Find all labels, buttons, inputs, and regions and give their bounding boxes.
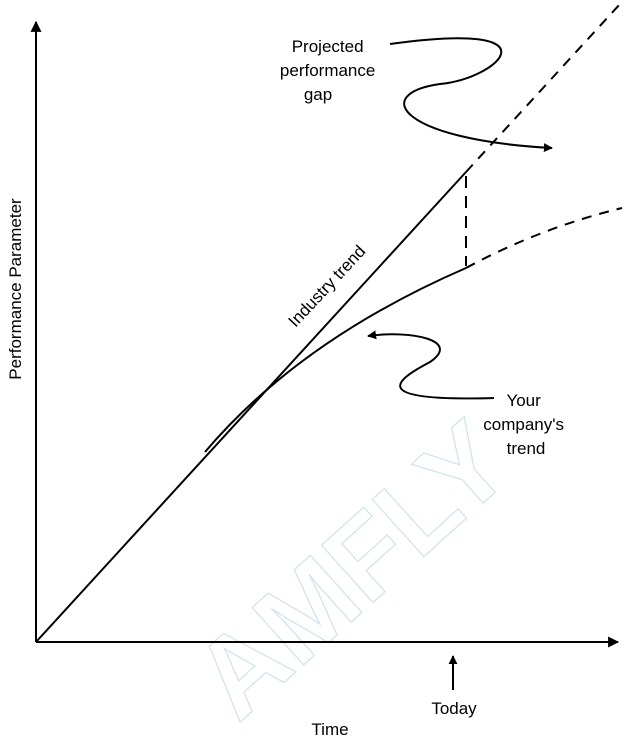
gap-annotation-line: Projected — [292, 37, 364, 56]
industry-trend-projection — [465, 3, 621, 173]
company-annotation-line: trend — [507, 439, 546, 458]
company-annotation-line: Your — [506, 391, 541, 410]
industry-trend-label: Industry trend — [285, 242, 370, 331]
company-annotation: Your company's trend — [483, 391, 568, 458]
x-axis-label: Time — [311, 720, 348, 739]
watermark: AMFLY — [170, 398, 533, 741]
company-pointer-arrow — [367, 330, 495, 400]
today-label: Today — [431, 699, 477, 718]
company-annotation-line: company's — [483, 415, 564, 434]
gap-pointer-arrow — [389, 37, 553, 153]
gap-annotation-line: gap — [304, 85, 332, 104]
industry-trend-line — [35, 171, 467, 643]
y-axis-label: Performance Parameter — [6, 198, 25, 380]
gap-annotation-line: performance — [280, 61, 375, 80]
company-trend-line — [204, 267, 467, 453]
company-trend-projection — [465, 207, 623, 269]
gap-annotation: Projected performance gap — [280, 37, 380, 104]
